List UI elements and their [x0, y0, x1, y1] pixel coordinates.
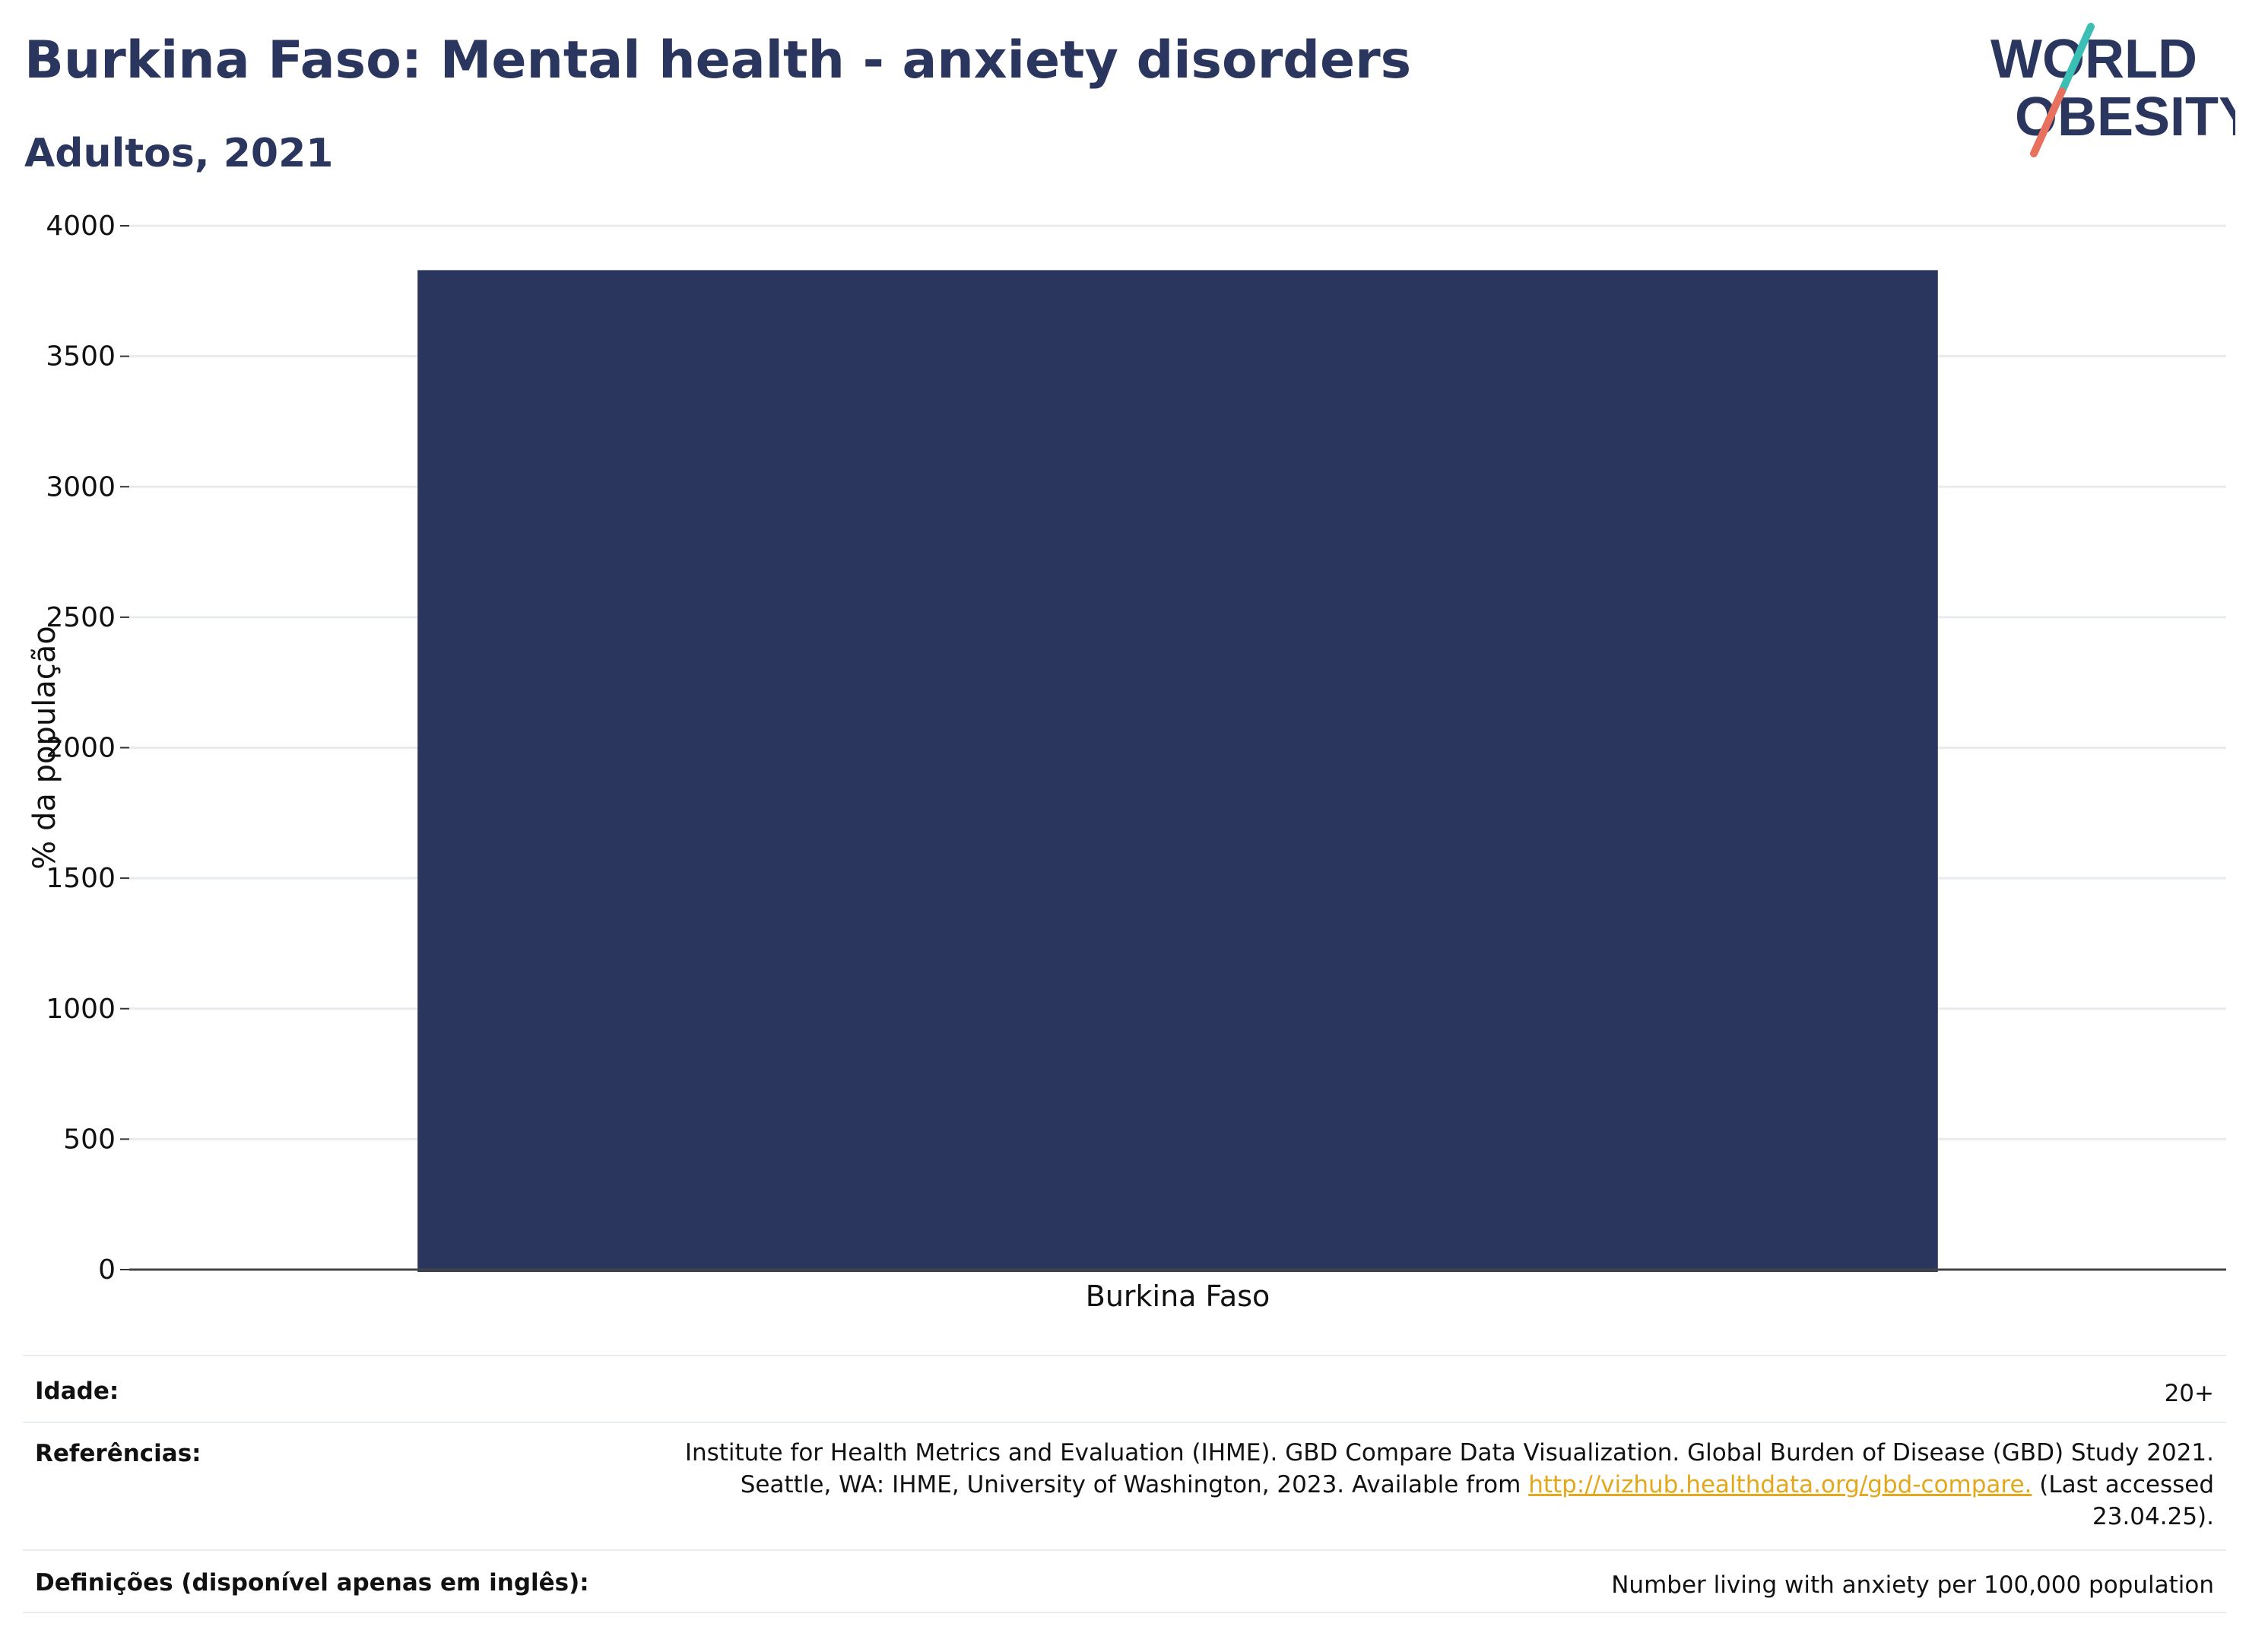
y-tick-label: 500 [63, 1124, 116, 1155]
y-tick-label: 3000 [46, 471, 116, 503]
definitions-label: Definições (disponível apenas em inglês)… [35, 1569, 589, 1597]
age-value: 20+ [2164, 1380, 2214, 1407]
logo-line1: WORLD [1990, 29, 2197, 90]
y-tick-label: 4000 [46, 211, 116, 242]
info-table: Idade: 20+ Referências: Institute for He… [23, 1355, 2226, 1621]
info-divider [23, 1355, 2226, 1356]
bar [417, 270, 1938, 1272]
definitions-value: Number living with anxiety per 100,000 p… [1611, 1571, 2214, 1599]
references-line1: Institute for Health Metrics and Evaluat… [684, 1439, 2214, 1467]
bars [417, 270, 1938, 1272]
references-link[interactable]: http://vizhub.healthdata.org/gbd-compare… [1528, 1471, 2032, 1498]
y-tick-label: 3500 [46, 341, 116, 373]
bar-chart: 0 500 1000 1500 2000 2500 3000 3500 4000 Burkina … [27, 211, 2226, 1313]
age-label: Idade: [35, 1378, 119, 1405]
world-obesity-logo: WORLD OBESITY [1990, 23, 2235, 157]
logo-stroke-top [2058, 23, 2095, 95]
references-value: Institute for Health Metrics and Evaluat… [465, 1437, 2214, 1533]
info-divider [23, 1612, 2226, 1613]
axis-labels: 0 500 1000 1500 2000 2500 3000 3500 4000 Burkina … [27, 211, 1270, 1313]
y-axis-title: % da população [27, 626, 62, 870]
y-tick-label: 2500 [46, 602, 116, 633]
x-tick-label: Burkina Faso [1086, 1279, 1270, 1313]
axes [120, 225, 2226, 1271]
references-line3: 23.04.25). [2092, 1503, 2214, 1530]
y-tick-label: 1000 [46, 994, 116, 1025]
page-subtitle: Adultos, 2021 [24, 131, 334, 176]
logo-stroke-bottom [2030, 87, 2066, 157]
info-divider [23, 1549, 2226, 1551]
info-divider [23, 1422, 2226, 1423]
y-tick-label: 2000 [46, 733, 116, 764]
y-tick-label: 1500 [46, 863, 116, 894]
y-tick-label: 0 [98, 1254, 116, 1286]
page-title: Burkina Faso: Mental health - anxiety di… [24, 30, 1412, 90]
references-label: Referências: [35, 1440, 201, 1467]
references-line2: Seattle, WA: IHME, University of Washing… [740, 1471, 2214, 1498]
